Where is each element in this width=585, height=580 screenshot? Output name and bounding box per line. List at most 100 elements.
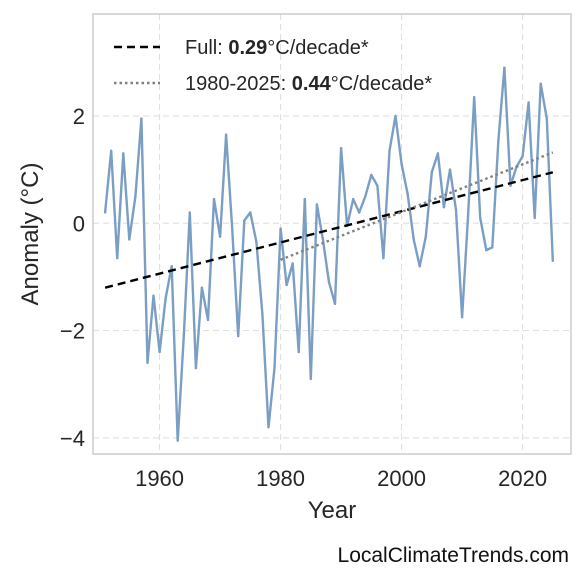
x-axis-label: Year — [308, 497, 357, 524]
data-point — [279, 227, 282, 230]
data-point — [230, 227, 234, 230]
data-point — [309, 377, 313, 381]
data-point — [358, 211, 361, 214]
legend-entry: Full: 0.29°C/decade* — [185, 37, 369, 59]
x-tick-label: 1980 — [256, 466, 305, 491]
y-axis-label: Anomaly (°C) — [17, 163, 44, 306]
data-point — [285, 283, 288, 287]
y-tick-label: 0 — [73, 211, 85, 236]
legend-prefix: 1980-2025: — [185, 73, 292, 95]
data-point — [545, 117, 548, 120]
data-point — [146, 361, 149, 364]
series-group — [103, 66, 555, 442]
data-point — [339, 146, 343, 150]
series-line — [103, 66, 554, 442]
y-tick-label: 2 — [73, 104, 85, 129]
data-point — [509, 184, 512, 187]
data-point — [249, 211, 252, 214]
data-point — [206, 318, 210, 322]
trend-line-dotted — [280, 151, 554, 261]
data-point — [376, 184, 379, 187]
data-point — [261, 313, 264, 316]
data-point — [128, 238, 131, 241]
y-tick-label: −2 — [60, 319, 85, 344]
data-point — [485, 248, 488, 252]
data-point — [406, 192, 409, 195]
data-point — [152, 294, 155, 297]
y-tick-labels: −4 −2 0 2 — [60, 104, 85, 451]
data-point — [297, 350, 300, 354]
legend-suffix: °C/decade* — [267, 37, 369, 59]
data-point — [224, 133, 228, 136]
data-point — [103, 211, 107, 214]
data-point — [188, 211, 192, 214]
legend-value: 0.44 — [292, 73, 332, 95]
data-point — [479, 216, 482, 220]
data-point — [430, 171, 434, 174]
data-point — [527, 101, 530, 104]
data-point — [388, 149, 391, 153]
data-point — [140, 117, 143, 120]
legend-suffix: °C/decade* — [331, 73, 433, 95]
x-tick-label: 2020 — [498, 466, 547, 491]
data-point — [539, 82, 542, 85]
data-point — [116, 256, 119, 260]
data-point — [497, 138, 500, 142]
data-point — [351, 197, 355, 201]
data-point — [460, 315, 464, 319]
x-tick-label: 1960 — [135, 466, 184, 491]
data-point — [315, 203, 319, 206]
data-point — [164, 297, 167, 300]
data-point — [158, 350, 161, 354]
trend-line-dashed — [104, 171, 554, 289]
data-point — [472, 95, 476, 99]
data-point — [333, 302, 337, 305]
data-point — [267, 425, 270, 429]
data-point — [551, 259, 555, 263]
legend-value: 0.29 — [228, 37, 267, 59]
data-point — [212, 197, 216, 201]
data-point — [533, 216, 536, 220]
data-point — [218, 235, 222, 238]
data-point — [200, 286, 204, 289]
data-point — [491, 246, 494, 249]
data-point — [122, 152, 125, 155]
data-point — [237, 334, 240, 338]
data-point — [364, 195, 367, 198]
data-point — [182, 334, 185, 338]
data-point — [170, 264, 173, 268]
legend-entry: 1980-2025: 0.44°C/decade* — [185, 73, 432, 95]
data-point — [370, 173, 373, 177]
data-point — [109, 149, 113, 153]
data-point — [521, 154, 524, 158]
data-point — [327, 281, 331, 284]
watermark: LocalClimateTrends.com — [337, 544, 569, 567]
data-point — [448, 168, 452, 171]
data-point — [454, 208, 458, 212]
legend-prefix: Full: — [185, 37, 228, 59]
data-point — [424, 235, 427, 238]
data-point — [436, 152, 440, 155]
data-point — [134, 195, 137, 198]
data-point — [466, 214, 470, 217]
data-point — [400, 163, 403, 166]
data-point — [321, 238, 325, 241]
y-tick-label: −4 — [60, 426, 85, 451]
data-point — [243, 219, 246, 222]
x-tick-labels: 1960 1980 2000 2020 — [135, 466, 547, 491]
data-point — [394, 114, 397, 118]
data-point — [503, 66, 506, 69]
data-point — [255, 240, 258, 244]
plot-frame — [92, 13, 572, 455]
legend: Full: 0.29°C/decade*1980-2025: 0.44°C/de… — [114, 37, 432, 95]
data-point — [412, 238, 415, 241]
data-point — [176, 439, 179, 442]
data-point — [382, 256, 385, 260]
data-point — [303, 197, 306, 201]
data-point — [194, 366, 198, 370]
data-point — [418, 264, 421, 268]
data-point — [273, 366, 276, 370]
data-point — [291, 262, 294, 265]
x-tick-label: 2000 — [377, 466, 426, 491]
